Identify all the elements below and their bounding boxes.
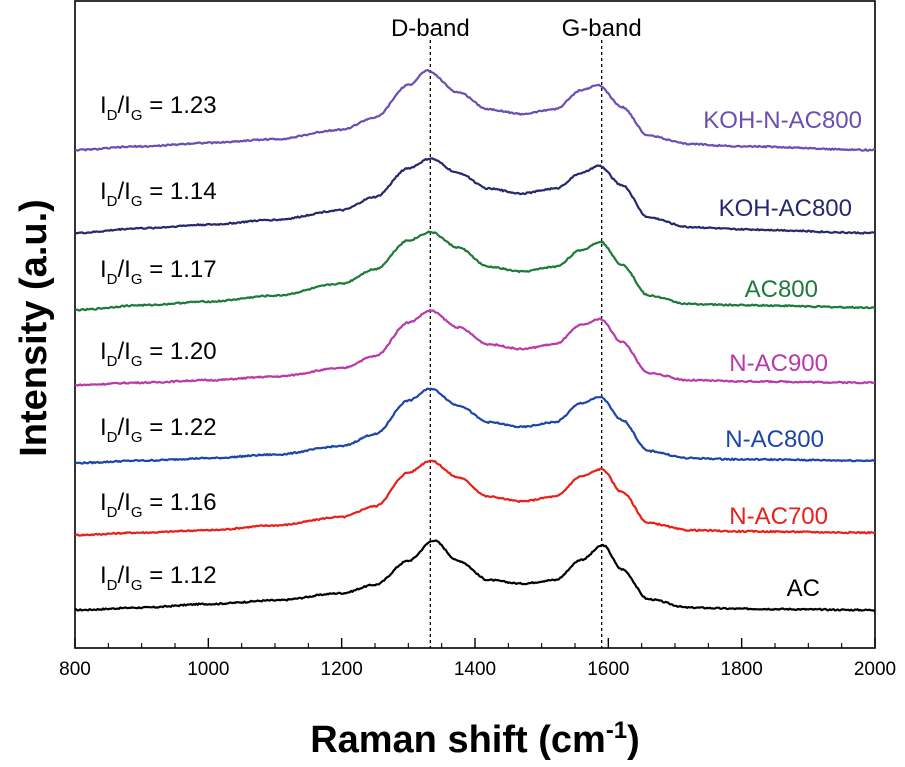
x-tick-label: 1000: [187, 659, 229, 680]
series-name-label: N-AC900: [729, 350, 828, 377]
ratio-label-mid: /I: [118, 92, 131, 119]
ratio-label-value: = 1.23: [143, 92, 217, 119]
ratio-label-sub-g: G: [131, 271, 143, 288]
series-name-label: AC800: [745, 276, 818, 303]
ratio-label-mid: /I: [118, 256, 131, 283]
ratio-label-mid: /I: [118, 489, 131, 516]
ratio-label-value: = 1.22: [143, 414, 217, 441]
ratio-label-sub-d: D: [107, 353, 118, 370]
ratio-label-sub-g: G: [131, 504, 143, 521]
ratio-label-sub-d: D: [107, 271, 118, 288]
x-axis-title-close: ): [627, 719, 640, 761]
reference-line-label: G-band: [562, 15, 642, 42]
ratio-label: ID/IG = 1.22: [100, 414, 217, 446]
ratio-label-prefix: I: [100, 562, 107, 589]
ratio-label-sub-g: G: [131, 429, 143, 446]
ratio-label-prefix: I: [100, 414, 107, 441]
series-line-n-ac800: [74, 387, 876, 465]
ratio-label-value: = 1.17: [143, 256, 217, 283]
y-axis-title: Intensity (a.u.): [13, 199, 55, 457]
ratio-label-sub-d: D: [107, 107, 118, 124]
ratio-label-sub-d: D: [107, 429, 118, 446]
ratio-label-prefix: I: [100, 92, 107, 119]
series-name-label: KOH-AC800: [719, 195, 852, 222]
series-name-label: N-AC700: [729, 503, 828, 530]
ratio-label-prefix: I: [100, 338, 107, 365]
x-axis-title-main: Raman shift (cm: [310, 719, 606, 761]
ratio-label-mid: /I: [118, 562, 131, 589]
x-tick-label: 2000: [854, 659, 896, 680]
ratio-label: ID/IG = 1.20: [100, 338, 217, 370]
ratio-label-sub-g: G: [131, 353, 143, 370]
ratio-label-prefix: I: [100, 256, 107, 283]
ratio-label-sub-d: D: [107, 577, 118, 594]
reference-lines: D-band G-band: [391, 15, 642, 648]
series-line-ac800: [74, 230, 876, 312]
ratio-label-value: = 1.16: [143, 489, 217, 516]
series-line-n-ac700: [74, 459, 876, 537]
ratio-label-mid: /I: [118, 338, 131, 365]
ratio-label: ID/IG = 1.23: [100, 92, 217, 124]
reference-line-label: D-band: [391, 15, 470, 42]
ratio-label-sub-d: D: [107, 504, 118, 521]
x-tick-label: 1400: [454, 659, 496, 680]
x-tick-label: 800: [59, 659, 91, 680]
ratio-label-sub-g: G: [131, 107, 143, 124]
series-names: AC N-AC700 N-AC800 N-AC900 AC800 KOH-AC800 KOH…: [703, 107, 862, 602]
ratio-label-mid: /I: [118, 178, 131, 205]
ratio-label-prefix: I: [100, 489, 107, 516]
ratio-label-value: = 1.12: [143, 562, 217, 589]
series-name-label: KOH-N-AC800: [703, 107, 862, 134]
x-tick-label: 1200: [321, 659, 363, 680]
x-tick-label: 1800: [721, 659, 763, 680]
ratio-label-sub-g: G: [131, 577, 143, 594]
x-tick-label: 1600: [587, 659, 629, 680]
series-line-ac: [75, 539, 875, 612]
ratio-label-value: = 1.20: [143, 338, 217, 365]
ratio-label-sub-d: D: [107, 193, 118, 210]
ratio-label: ID/IG = 1.16: [100, 489, 217, 521]
series-lines: [74, 69, 876, 612]
series-name-label: AC: [787, 575, 820, 602]
series-line-n-ac900: [74, 309, 876, 387]
ratio-label: ID/IG = 1.17: [100, 256, 217, 288]
ratio-label-sub-g: G: [131, 193, 143, 210]
ratio-label: ID/IG = 1.12: [100, 562, 217, 594]
x-axis-title-sup: -1: [606, 717, 627, 744]
ratio-label: ID/IG = 1.14: [100, 178, 217, 210]
series-name-label: N-AC800: [725, 426, 824, 453]
series-line-koh-n-ac800: [74, 69, 876, 152]
ratio-label-value: = 1.14: [143, 178, 217, 205]
ratio-label-prefix: I: [100, 178, 107, 205]
x-axis-title: Raman shift (cm-1): [310, 717, 640, 761]
series-line-koh-ac800: [74, 157, 875, 235]
ratio-label-mid: /I: [118, 414, 131, 441]
x-axis-ticks: 800 1000 1200 1400 1600 1800 2000: [59, 638, 896, 680]
